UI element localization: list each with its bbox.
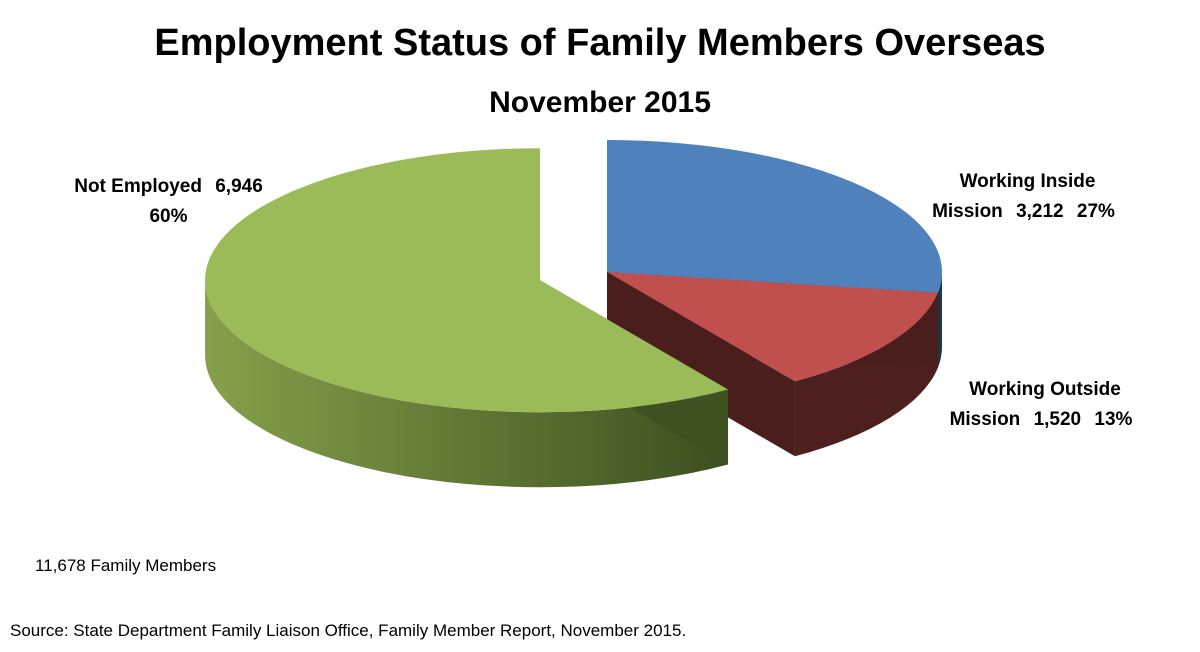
- category-label: Working Inside Mission: [932, 171, 1096, 222]
- pie-slice: [607, 140, 943, 293]
- slice-label: Working Outside Mission 1,520 13%: [935, 375, 1155, 435]
- category-label: Working Outside Mission: [949, 379, 1121, 430]
- category-label: Not Employed: [74, 176, 202, 197]
- slice-label: Not Employed 6,946 60%: [55, 172, 290, 232]
- value-label: 3,212: [1016, 201, 1064, 222]
- slice-side: [937, 272, 943, 368]
- pie-slice: [205, 148, 729, 413]
- slice-cut-face: [607, 272, 795, 457]
- slice-label: Working Inside Mission 3,212 27%: [925, 167, 1130, 227]
- source: Source: State Department Family Liaison …: [10, 621, 687, 640]
- percent-label: 13%: [1094, 409, 1133, 430]
- value-label: 6,946: [215, 176, 263, 197]
- total-note: 11,678 Family Members: [35, 556, 217, 575]
- pie-slice: [607, 272, 938, 382]
- chart-title: Employment Status of Family Members Over…: [154, 22, 1046, 64]
- slice-side: [794, 292, 938, 457]
- percent-label: 60%: [149, 206, 188, 227]
- value-label: 1,520: [1033, 409, 1082, 430]
- slice-side: [205, 280, 729, 488]
- chart-subtitle: November 2015: [489, 86, 711, 119]
- percent-label: 27%: [1076, 201, 1115, 222]
